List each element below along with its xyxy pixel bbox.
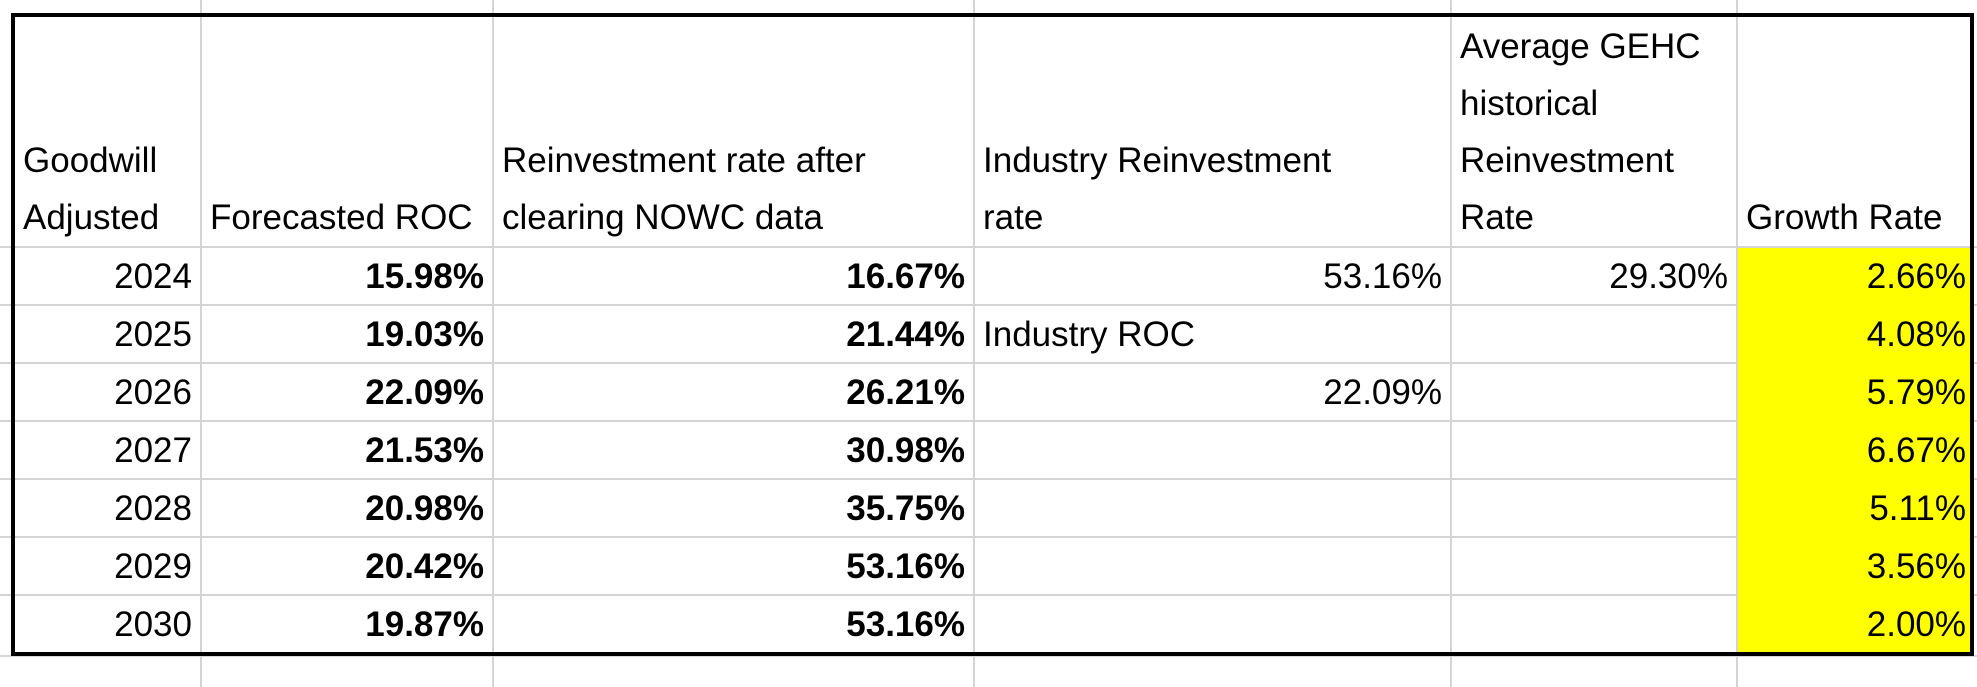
- growth-rate-highlight: [1738, 248, 1974, 656]
- header-text: Average GEHC: [1460, 27, 1701, 66]
- gridline: [0, 304, 1977, 306]
- cell-industry-roc-value[interactable]: 22.09%: [1323, 373, 1442, 412]
- gridline: [0, 362, 1977, 364]
- cell-year[interactable]: 2025: [114, 315, 192, 354]
- gridline: [0, 420, 1977, 422]
- header-forecasted-roc[interactable]: Forecasted ROC: [202, 14, 492, 246]
- header-average-historical-reinvestment[interactable]: Average GEHC historical Reinvestment Rat…: [1452, 14, 1736, 246]
- gridline: [200, 0, 202, 687]
- cell-industry-reinvestment[interactable]: [975, 596, 1450, 654]
- cell-average-historical[interactable]: [1452, 538, 1736, 594]
- cell-reinvestment-rate[interactable]: 16.67%: [846, 257, 965, 296]
- cell-year[interactable]: 2026: [114, 373, 192, 412]
- header-text: Reinvestment: [1460, 141, 1674, 180]
- header-text: Industry Reinvestment: [983, 141, 1332, 180]
- cell-industry-reinvestment[interactable]: [975, 480, 1450, 536]
- cell-reinvestment-rate[interactable]: 53.16%: [846, 547, 965, 586]
- cell-industry-reinvestment[interactable]: [975, 422, 1450, 478]
- cell-average-historical[interactable]: [1452, 596, 1736, 654]
- cell-industry-roc-label[interactable]: Industry ROC: [983, 315, 1195, 354]
- header-text: Rate: [1460, 198, 1534, 237]
- cell-reinvestment-rate[interactable]: 21.44%: [846, 315, 965, 354]
- gridline: [492, 0, 494, 687]
- cell-year[interactable]: 2027: [114, 431, 192, 470]
- cell-reinvestment-rate[interactable]: 53.16%: [846, 605, 965, 644]
- header-growth-rate[interactable]: Growth Rate: [1738, 14, 1974, 246]
- gridline: [0, 478, 1977, 480]
- cell-growth-rate[interactable]: 5.79%: [1866, 373, 1966, 412]
- cell-year[interactable]: 2029: [114, 547, 192, 586]
- cell-reinvestment-rate[interactable]: 30.98%: [846, 431, 965, 470]
- header-text: Reinvestment rate after: [502, 141, 866, 180]
- cell-reinvestment-rate[interactable]: 35.75%: [846, 489, 965, 528]
- cell-growth-rate[interactable]: 3.56%: [1866, 547, 1966, 586]
- gridline: [0, 246, 1977, 248]
- cell-forecasted-roc[interactable]: 21.53%: [365, 431, 484, 470]
- gridline: [0, 536, 1977, 538]
- header-text: Adjusted: [23, 198, 160, 237]
- cell-forecasted-roc[interactable]: 20.42%: [365, 547, 484, 586]
- gridline: [0, 594, 1977, 596]
- gridline: [0, 655, 1977, 657]
- cell-forecasted-roc[interactable]: 19.03%: [365, 315, 484, 354]
- header-text: Goodwill: [23, 141, 158, 180]
- cell-average-historical[interactable]: [1452, 480, 1736, 536]
- cell-growth-rate[interactable]: 5.11%: [1869, 489, 1966, 528]
- cell-growth-rate[interactable]: 4.08%: [1866, 315, 1966, 354]
- header-text: rate: [983, 198, 1044, 237]
- cell-average-historical[interactable]: 29.30%: [1609, 257, 1728, 296]
- gridline: [1450, 0, 1452, 687]
- cell-forecasted-roc[interactable]: 22.09%: [365, 373, 484, 412]
- header-goodwill-adjusted[interactable]: Goodwill Adjusted: [15, 14, 200, 246]
- header-text: historical: [1460, 84, 1599, 123]
- cell-reinvestment-rate[interactable]: 26.21%: [846, 373, 965, 412]
- cell-growth-rate[interactable]: 2.66%: [1866, 257, 1966, 296]
- gridline: [973, 0, 975, 687]
- cell-forecasted-roc[interactable]: 20.98%: [365, 489, 484, 528]
- cell-year[interactable]: 2024: [114, 257, 192, 296]
- cell-growth-rate[interactable]: 2.00%: [1866, 605, 1966, 644]
- header-industry-reinvestment-rate[interactable]: Industry Reinvestment rate: [975, 14, 1450, 246]
- header-reinvestment-rate[interactable]: Reinvestment rate after clearing NOWC da…: [494, 14, 973, 246]
- cell-growth-rate[interactable]: 6.67%: [1866, 431, 1966, 470]
- cell-forecasted-roc[interactable]: 15.98%: [365, 257, 484, 296]
- cell-industry-reinvestment[interactable]: 53.16%: [1323, 257, 1442, 296]
- cell-average-historical[interactable]: [1452, 422, 1736, 478]
- cell-average-historical[interactable]: [1452, 364, 1736, 420]
- header-text: Forecasted ROC: [210, 198, 473, 237]
- cell-forecasted-roc[interactable]: 19.87%: [365, 605, 484, 644]
- cell-industry-reinvestment[interactable]: [975, 538, 1450, 594]
- cell-year[interactable]: 2028: [114, 489, 192, 528]
- header-text: Growth Rate: [1746, 198, 1943, 237]
- cell-average-historical[interactable]: [1452, 306, 1736, 362]
- gridline: [1736, 0, 1738, 687]
- header-text: clearing NOWC data: [502, 198, 823, 237]
- cell-year[interactable]: 2030: [114, 605, 192, 644]
